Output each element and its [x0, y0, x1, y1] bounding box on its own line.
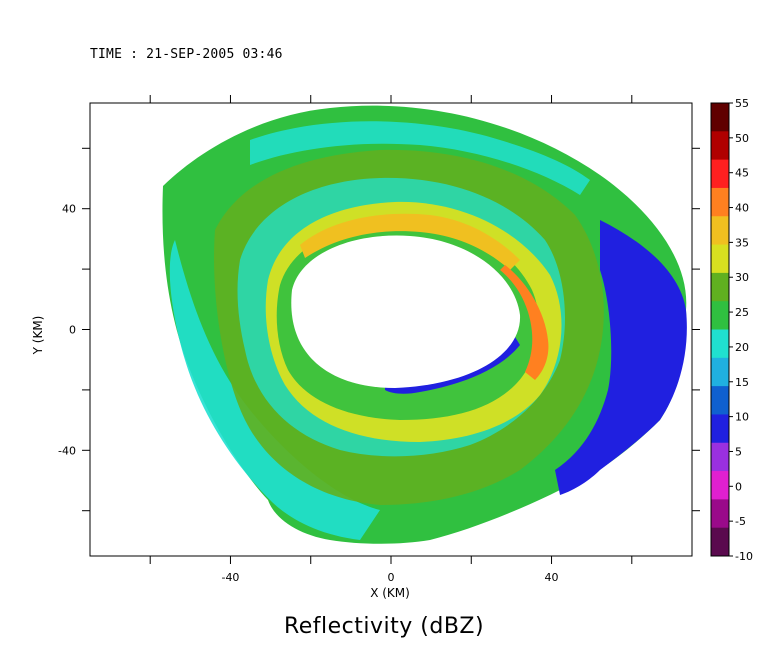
eyewall-highlight-east — [500, 265, 549, 380]
band-outer-cyan — [169, 240, 380, 540]
colorbar-segment — [711, 187, 729, 217]
colorbar-segment — [711, 527, 729, 557]
colorbar-segment — [711, 244, 729, 274]
colorbar-label: 0 — [735, 480, 742, 493]
colorbar-label: 55 — [735, 97, 749, 110]
colorbar-label: 15 — [735, 376, 749, 389]
colorbar-label: -10 — [735, 550, 753, 563]
reflectivity-field — [162, 105, 687, 544]
colorbar-segment — [711, 357, 729, 387]
y-axis-title: Y (KM) — [31, 316, 45, 356]
x-tick-label: -40 — [221, 571, 239, 584]
x-tick-label: 0 — [388, 571, 395, 584]
colorbar-label: 50 — [735, 132, 749, 145]
colorbar-label: 40 — [735, 202, 749, 215]
colorbar-segment — [711, 131, 729, 161]
colorbar-segment — [711, 159, 729, 189]
colorbar-label: 45 — [735, 167, 749, 180]
band-top-cyan — [250, 121, 590, 195]
colorbar-label: 20 — [735, 341, 749, 354]
colorbar-segment — [711, 442, 729, 472]
colorbar-segment — [711, 329, 729, 359]
colorbar-segment — [711, 301, 729, 330]
x-tick-label: 40 — [545, 571, 559, 584]
colorbar-label: 35 — [735, 236, 749, 249]
colorbar-segment — [711, 414, 729, 444]
eyewall-highlight-north — [300, 213, 520, 270]
colorbar-label: -5 — [735, 515, 746, 528]
time-label: TIME : 21-SEP-2005 03:46 — [90, 47, 283, 62]
colorbar-segment — [711, 499, 729, 529]
colorbar-segment — [711, 216, 729, 246]
y-tick-label: 40 — [62, 203, 76, 216]
colorbar-label: 25 — [735, 306, 749, 319]
colorbar-label: 5 — [735, 445, 742, 458]
colorbar-segment — [711, 272, 729, 302]
y-tick-label: 0 — [69, 324, 76, 337]
band-east-blue — [555, 220, 687, 495]
colorbar-segment — [711, 103, 729, 132]
colorbar-label: 10 — [735, 411, 749, 424]
colorbar-label: 30 — [735, 271, 749, 284]
chart-title: Reflectivity (dBZ) — [283, 614, 485, 639]
y-tick-label: -40 — [58, 444, 76, 457]
x-axis-title: X (KM) — [370, 586, 410, 600]
colorbar-segment — [711, 386, 729, 415]
colorbar-segment — [711, 471, 729, 500]
eye-edge-blue — [385, 332, 520, 394]
colorbar-frame — [710, 102, 730, 557]
